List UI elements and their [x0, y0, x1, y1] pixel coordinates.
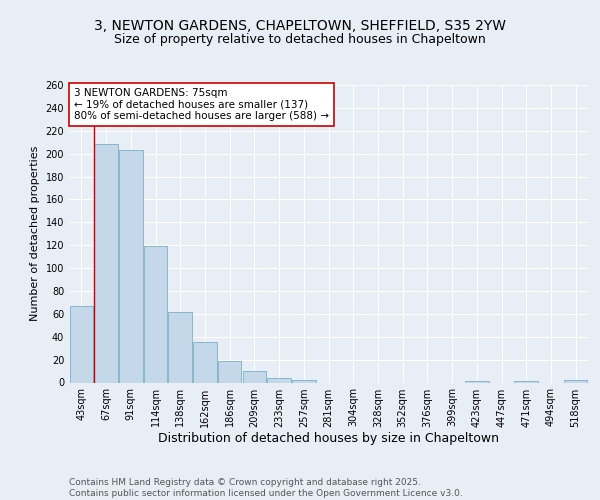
Bar — [193, 342, 217, 382]
Bar — [242, 371, 266, 382]
Text: 3, NEWTON GARDENS, CHAPELTOWN, SHEFFIELD, S35 2YW: 3, NEWTON GARDENS, CHAPELTOWN, SHEFFIELD… — [94, 19, 506, 33]
Bar — [144, 246, 167, 382]
Bar — [169, 312, 192, 382]
Bar — [564, 380, 587, 382]
Text: 3 NEWTON GARDENS: 75sqm
← 19% of detached houses are smaller (137)
80% of semi-d: 3 NEWTON GARDENS: 75sqm ← 19% of detache… — [74, 88, 329, 121]
Text: Contains HM Land Registry data © Crown copyright and database right 2025.
Contai: Contains HM Land Registry data © Crown c… — [69, 478, 463, 498]
Bar — [70, 306, 93, 382]
Bar — [268, 378, 291, 382]
Bar — [292, 380, 316, 382]
X-axis label: Distribution of detached houses by size in Chapeltown: Distribution of detached houses by size … — [158, 432, 499, 446]
Text: Size of property relative to detached houses in Chapeltown: Size of property relative to detached ho… — [114, 33, 486, 46]
Bar — [119, 150, 143, 382]
Bar — [218, 361, 241, 382]
Y-axis label: Number of detached properties: Number of detached properties — [30, 146, 40, 322]
Bar — [94, 144, 118, 382]
